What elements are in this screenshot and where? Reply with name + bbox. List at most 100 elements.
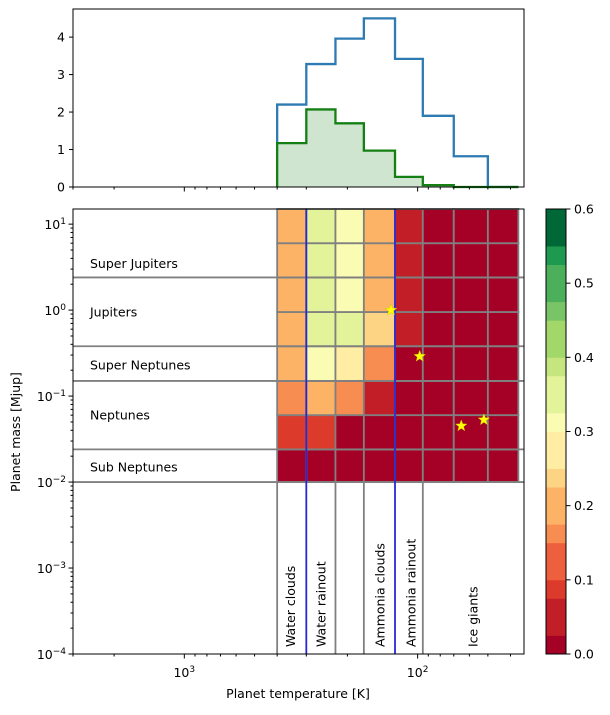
heatmap-cell: [276, 311, 308, 348]
heatmap-y-tick-label: 100: [44, 303, 66, 318]
colorbar-segment: [546, 283, 566, 303]
temperature-region-label: Ammonia rainout: [403, 539, 418, 647]
colorbar-segment: [546, 487, 566, 507]
colorbar-segment: [546, 338, 566, 358]
colorbar-tick-label: 0.6: [574, 202, 594, 217]
heatmap-cell: [421, 276, 455, 313]
heatmap-frame: [72, 208, 525, 655]
heatmap-cell: [394, 380, 424, 417]
heatmap-cell: [276, 414, 308, 451]
heatmap-cell: [305, 311, 337, 348]
heatmap-cell: [305, 208, 337, 245]
heatmap-cell: [394, 448, 424, 483]
histogram-y-tick-label: 2: [57, 105, 65, 120]
y-axis-label: Planet mass [Mjup]: [8, 372, 23, 492]
heatmap-cell: [421, 345, 455, 382]
heatmap-cell: [362, 311, 396, 348]
heatmap-cell: [394, 311, 424, 348]
colorbar-segment: [546, 375, 566, 395]
colorbar-segment: [546, 412, 566, 432]
heatmap-cell: [394, 242, 424, 279]
mass-class-label: Neptunes: [90, 408, 150, 423]
x-axis-label: Planet temperature [K]: [226, 686, 370, 701]
colorbar-segment: [546, 542, 566, 562]
heatmap-cell: [362, 242, 396, 279]
colorbar-segment: [546, 616, 566, 636]
heatmap-cell: [394, 208, 424, 245]
heatmap-cell: [362, 414, 396, 451]
heatmap-cell: [394, 276, 424, 313]
histogram-frame: [72, 8, 525, 188]
colorbar-segment: [546, 468, 566, 488]
histogram-line-series-1: [276, 108, 519, 189]
heatmap-cell: [334, 414, 365, 451]
heatmap-y-tick-label: 10−2: [37, 475, 66, 490]
histogram-fill-series-1: [277, 109, 519, 187]
heatmap-cell: [305, 380, 337, 417]
histogram-y-tick-label: 3: [57, 67, 65, 82]
mass-class-label: Super Jupiters: [90, 256, 178, 271]
heatmap-cell: [362, 208, 396, 245]
mass-class-label: Super Neptunes: [90, 357, 191, 372]
histogram-y-tick-label: 4: [57, 30, 65, 45]
heatmap-cell: [334, 276, 365, 313]
planet-star-marker: [477, 413, 491, 426]
heatmap-cell: [362, 380, 396, 417]
heatmap-cell: [486, 311, 520, 348]
heatmap-y-tick-label: 10−1: [37, 389, 66, 404]
heatmap-cell: [452, 380, 489, 417]
heatmap-cell: [305, 448, 337, 483]
colorbar-tick-label: 0.3: [574, 424, 594, 439]
colorbar-segment: [546, 357, 566, 377]
heatmap-y-tick-label: 101: [44, 217, 66, 232]
heatmap-cell: [452, 208, 489, 245]
colorbar-segment: [546, 450, 566, 469]
heatmap-cell: [394, 345, 424, 382]
colorbar-segment: [546, 209, 566, 228]
mass-class-label: Jupiters: [89, 305, 137, 320]
heatmap-cell: [486, 380, 520, 417]
heatmap-cell: [334, 242, 365, 279]
heatmap-cell: [305, 242, 337, 279]
heatmap-cell: [452, 345, 489, 382]
histogram-line-series-0: [276, 17, 519, 189]
heatmap-cell: [486, 345, 520, 382]
colorbar-segment: [546, 301, 566, 321]
colorbar-segment: [546, 561, 566, 581]
heatmap-cell: [305, 345, 337, 382]
heatmap-cell: [452, 448, 489, 483]
heatmap-cell: [276, 448, 308, 483]
heatmap-cell: [421, 242, 455, 279]
heatmap-cell: [334, 311, 365, 348]
planet-star-marker: [384, 303, 398, 316]
colorbar-segment: [546, 320, 566, 340]
histogram-y-tick-label: 0: [57, 180, 65, 195]
heatmap-cell: [305, 414, 337, 451]
temperature-region-label: Water clouds: [283, 566, 298, 647]
histogram-panel: 0 1 2 3 4: [57, 8, 525, 195]
heatmap-cell: [486, 448, 520, 483]
heatmap-cell: [305, 276, 337, 313]
colorbar-segment: [546, 524, 566, 544]
heatmap-cell: [421, 414, 455, 451]
heatmap-panel: Super Jupiters Jupiters Super Neptunes Nept…: [37, 208, 525, 680]
heatmap-cell: [394, 414, 424, 451]
heatmap-cell: [486, 414, 520, 451]
heatmap-cell: [334, 208, 365, 245]
heatmap-cell: [334, 380, 365, 417]
temperature-region-label: Ice giants: [465, 586, 480, 647]
colorbar-segment: [546, 579, 566, 599]
colorbar-tick-label: 0.0: [574, 647, 594, 662]
heatmap-cell: [452, 242, 489, 279]
heatmap-cell: [276, 276, 308, 313]
colorbar-segment: [546, 394, 566, 414]
colorbar-segment: [546, 598, 566, 618]
heatmap-cell: [421, 208, 455, 245]
colorbar-tick-label: 0.2: [574, 498, 594, 513]
heatmap-y-tick-label: 10−4: [37, 647, 66, 662]
heatmap-cell: [362, 345, 396, 382]
colorbar-segment: [546, 635, 566, 655]
heatmap-cell: [276, 345, 308, 382]
